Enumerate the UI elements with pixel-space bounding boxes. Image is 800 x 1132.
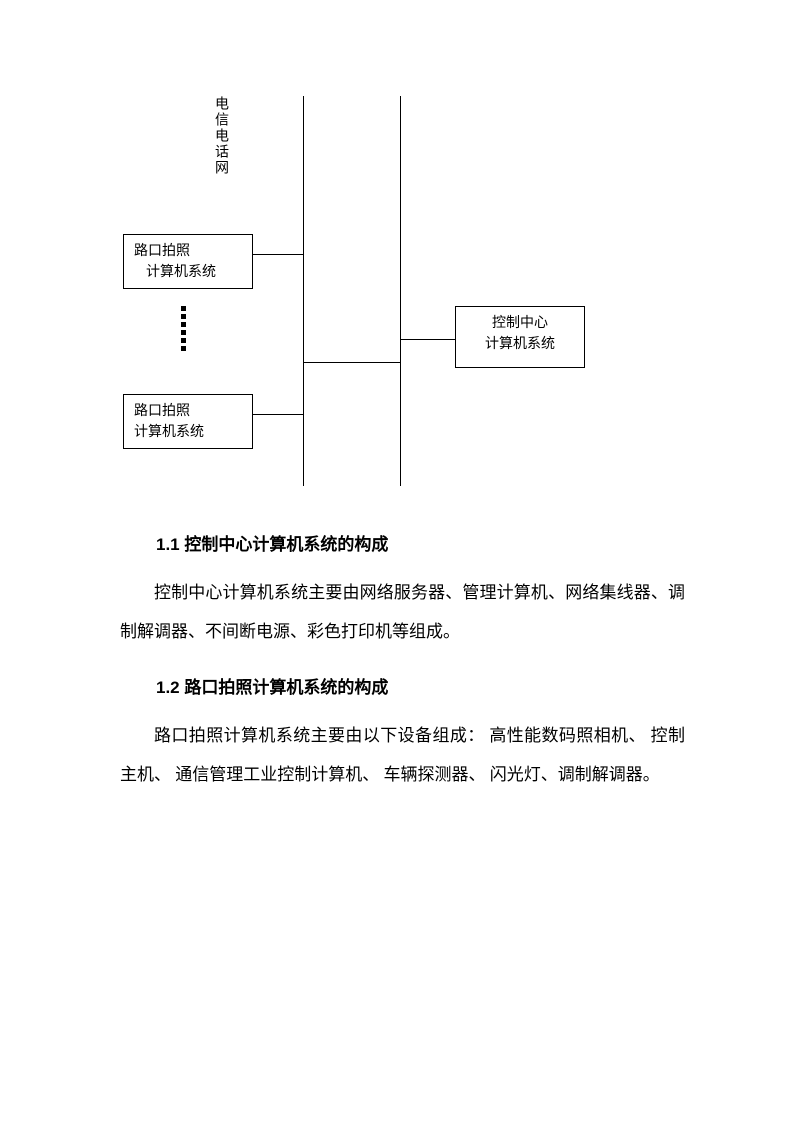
connector-top	[253, 254, 303, 255]
telecom-label: 电信电话网	[210, 96, 230, 176]
network-diagram: 电信电话网 路口拍照 计算机系统 路口拍照 计算机系统 控制中心 计算机系统	[110, 96, 680, 486]
box-right-line1: 控制中心	[466, 313, 574, 334]
dot	[181, 322, 186, 327]
box-right-line2: 计算机系统	[466, 334, 574, 355]
ellipsis-dots	[181, 306, 186, 351]
connector-right	[400, 339, 455, 340]
section-paragraph-1-2: 路口拍照计算机系统主要由以下设备组成： 高性能数码照相机、 控制主机、 通信管理…	[120, 716, 685, 794]
intersection-box-bottom: 路口拍照 计算机系统	[123, 394, 253, 449]
section-paragraph-1-1: 控制中心计算机系统主要由网络服务器、管理计算机、网络集线器、调制解调器、不间断电…	[120, 573, 685, 651]
dot	[181, 330, 186, 335]
dot	[181, 346, 186, 351]
box-bottom-line2: 计算机系统	[134, 422, 242, 443]
bus-line-1	[303, 96, 304, 486]
dot	[181, 338, 186, 343]
box-top-line1: 路口拍照	[134, 241, 242, 262]
intersection-box-top: 路口拍照 计算机系统	[123, 234, 253, 289]
dot	[181, 306, 186, 311]
section-heading-1-1: 1.1 控制中心计算机系统的构成	[156, 530, 685, 555]
bus-line-2	[400, 96, 401, 486]
connector-bottom	[253, 414, 303, 415]
document-body: 1.1 控制中心计算机系统的构成 控制中心计算机系统主要由网络服务器、管理计算机…	[120, 530, 685, 814]
box-top-line2: 计算机系统	[146, 262, 242, 283]
connector-mid	[303, 362, 400, 363]
dot	[181, 314, 186, 319]
section-heading-1-2: 1.2 路口拍照计算机系统的构成	[156, 673, 685, 698]
box-bottom-line1: 路口拍照	[134, 401, 242, 422]
control-center-box: 控制中心 计算机系统	[455, 306, 585, 368]
